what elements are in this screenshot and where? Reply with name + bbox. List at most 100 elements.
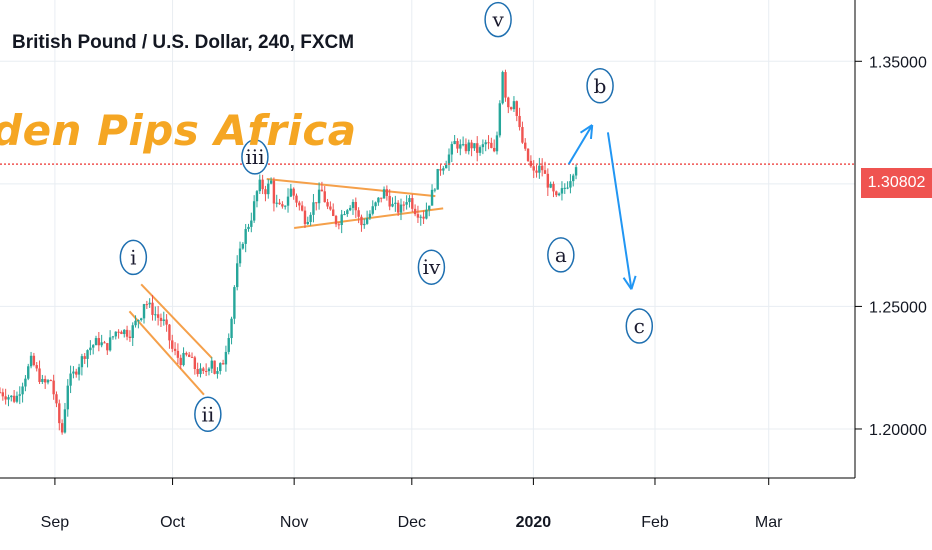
time-tick-label-6: Mar (755, 514, 783, 531)
candle-body-141 (396, 202, 400, 213)
candle-body-128 (360, 216, 363, 226)
candle-body-101 (284, 205, 287, 207)
wave-label-circle-ii (194, 396, 222, 433)
candle-body-130 (365, 218, 369, 224)
pattern-lines (128, 177, 444, 396)
candle-body-44 (123, 329, 126, 335)
wave-label-v: v (491, 8, 504, 32)
price-axis-ticks[interactable]: 1.35000 1.25000 1.20000 (855, 54, 927, 439)
time-tick-label-4: 2020 (516, 514, 552, 531)
candle-body-37 (103, 342, 106, 344)
last-price-tag: 1.30802 (861, 168, 932, 198)
candle-body-165 (464, 144, 468, 152)
candle-body-39 (108, 337, 112, 351)
candle-body-132 (371, 206, 374, 214)
candle-body-131 (368, 213, 372, 219)
candle-body-7 (18, 394, 21, 396)
candle-body-113 (317, 189, 321, 204)
wave-label-circle-c (625, 308, 654, 344)
candle-body-91 (255, 191, 259, 202)
time-tick-label-3: Dec (398, 514, 426, 531)
candle-body-6 (15, 395, 19, 402)
candle-body-60 (168, 324, 171, 341)
candle-body-73 (204, 371, 208, 373)
candle-body-43 (120, 331, 123, 335)
candle-body-53 (148, 302, 151, 305)
candle-body-166 (467, 142, 470, 152)
price-tick-label-2: 1.20000 (869, 422, 927, 439)
candle-body-153 (430, 189, 434, 206)
candle-body-172 (484, 142, 487, 145)
candle-body-42 (117, 331, 120, 333)
candle-body-34 (94, 338, 98, 346)
candle-body-2 (4, 396, 7, 400)
candle-body-92 (258, 179, 261, 192)
candle-body-66 (185, 352, 188, 355)
candle-body-162 (456, 141, 459, 149)
candle-body-204 (574, 167, 578, 176)
candle-body-50 (139, 318, 143, 321)
candle-body-10 (27, 366, 30, 379)
candle-body-68 (190, 356, 194, 358)
candle-body-168 (473, 143, 476, 149)
candle-body-109 (306, 221, 309, 225)
candle-body-58 (162, 319, 165, 321)
candle-body-19 (52, 380, 55, 395)
time-tick-label-1: Oct (160, 514, 185, 531)
wave-iv-triangle-upper (266, 177, 436, 198)
candle-body-96 (269, 180, 273, 184)
candle-body-157 (442, 168, 445, 171)
candle-body-188 (529, 160, 533, 167)
candle-body-9 (24, 378, 27, 387)
candle-body-201 (566, 187, 569, 189)
wave-label-i: i (130, 245, 136, 269)
candle-body-146 (411, 198, 414, 209)
candle-body-11 (29, 355, 33, 367)
projection-arrow-0 (567, 124, 594, 165)
wave-ii-wedge-lower (128, 310, 205, 396)
candle-body-147 (413, 208, 417, 215)
candle-body-108 (303, 210, 307, 225)
grid (0, 0, 855, 478)
projection-arrowhead-0-0 (579, 124, 593, 134)
candle-body-57 (159, 317, 163, 321)
candle-body-94 (264, 189, 267, 195)
wave-label-circle-v (484, 1, 512, 38)
candle-body-179 (504, 72, 507, 98)
wave-label-circle-i (119, 239, 148, 276)
wave-label-iii: iii (245, 145, 264, 169)
candle-body-90 (252, 201, 256, 221)
candle-body-107 (300, 205, 304, 211)
candle-body-55 (154, 314, 157, 316)
candle-body-129 (363, 223, 366, 226)
candle-body-82 (230, 318, 233, 339)
wave-label-iv: iv (423, 255, 441, 279)
candle-body-36 (100, 342, 103, 346)
candle-body-178 (501, 72, 504, 104)
candle-body-169 (476, 143, 479, 153)
candle-body-62 (173, 348, 177, 351)
candle-body-170 (478, 147, 482, 153)
projection-arrowhead-1-1 (622, 277, 633, 290)
candle-body-111 (312, 202, 315, 215)
candle-body-196 (552, 183, 555, 192)
candle-body-174 (490, 142, 493, 148)
candle-body-59 (165, 319, 168, 325)
candle-body-151 (425, 209, 428, 219)
candle-body-104 (292, 188, 295, 196)
candle-body-83 (233, 287, 236, 319)
candle-body-171 (481, 144, 485, 148)
candle-body-38 (106, 343, 109, 351)
candle-body-78 (219, 363, 222, 372)
candle-body-65 (182, 352, 185, 366)
candle-body-127 (357, 210, 360, 217)
candle-body-176 (495, 135, 499, 152)
candle-body-45 (125, 329, 129, 337)
candle-body-40 (111, 336, 115, 338)
candle-body-118 (332, 209, 335, 216)
candle-body-190 (535, 170, 538, 173)
candle-body-97 (272, 180, 276, 204)
candle-body-54 (151, 302, 154, 315)
time-axis-ticks[interactable]: Sep Oct Nov Dec 2020 Feb Mar (41, 478, 783, 531)
